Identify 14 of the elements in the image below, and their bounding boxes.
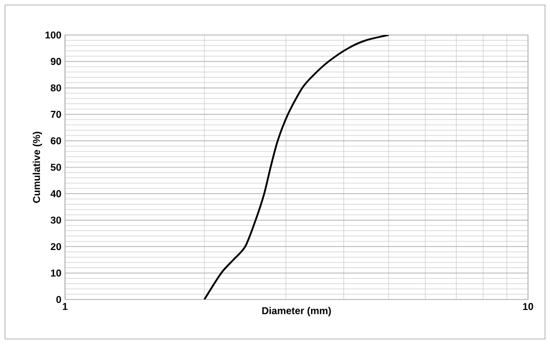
y-tick-label: 100 — [45, 31, 62, 39]
y-tick-label: 40 — [50, 190, 62, 198]
y-tick-label: 80 — [50, 84, 62, 92]
y-tick-label: 10 — [51, 270, 62, 277]
y-tick-label: 30 — [50, 216, 62, 224]
y-tick-label: 0 — [56, 296, 62, 304]
y-tick-label: 70 — [50, 110, 62, 118]
y-tick-label: 50 — [50, 164, 62, 171]
x-axis-title: Diameter (mm) — [262, 306, 331, 316]
y-axis-title: Cumulative (%) — [32, 132, 42, 203]
y-tick-label: 60 — [50, 137, 62, 144]
y-tick-label: 20 — [50, 243, 62, 250]
x-tick-label: 1 — [62, 303, 68, 310]
y-tick-label: 90 — [50, 58, 62, 65]
